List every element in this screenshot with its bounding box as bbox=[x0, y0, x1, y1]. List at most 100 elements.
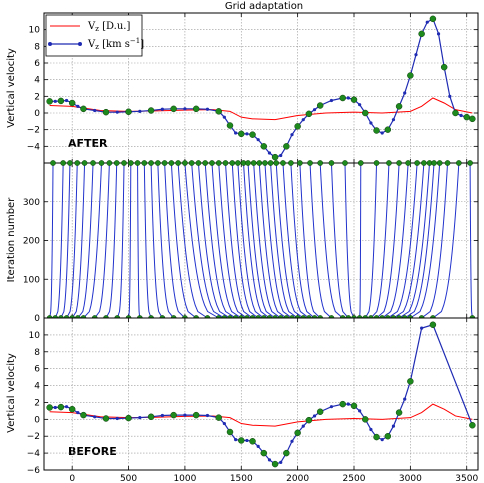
grid-node-marker bbox=[226, 428, 234, 436]
x-tick-label: 3000 bbox=[399, 474, 422, 483]
node-trajectory bbox=[421, 162, 449, 319]
data-point bbox=[329, 405, 334, 409]
node-trajectory bbox=[247, 162, 276, 319]
before-panel-frame bbox=[43, 317, 479, 471]
final-node-marker bbox=[357, 160, 364, 166]
node-trajectory bbox=[94, 162, 110, 319]
final-node-marker bbox=[182, 160, 188, 166]
data-point bbox=[403, 91, 407, 95]
grid-node-marker bbox=[192, 105, 200, 113]
data-point bbox=[380, 438, 384, 442]
final-node-marker bbox=[431, 160, 437, 166]
grid-node-marker bbox=[147, 413, 155, 421]
final-node-marker bbox=[195, 160, 202, 166]
y-tick-label: 8 bbox=[34, 348, 40, 358]
grid-node-marker bbox=[463, 113, 470, 121]
x-tick-label: 1500 bbox=[230, 474, 253, 483]
final-node-marker bbox=[215, 160, 222, 166]
data-point bbox=[138, 109, 142, 113]
data-point bbox=[391, 424, 396, 428]
grid-node-marker bbox=[362, 109, 369, 117]
y-tick-label: 10 bbox=[29, 331, 41, 341]
node-trajectory bbox=[404, 162, 435, 319]
node-trajectory bbox=[143, 162, 152, 319]
data-point bbox=[369, 427, 373, 432]
node-trajectory bbox=[170, 162, 197, 319]
final-node-marker bbox=[288, 160, 294, 166]
grid-node-marker bbox=[192, 411, 200, 419]
data-point bbox=[64, 98, 69, 103]
grid-node-marker bbox=[452, 109, 459, 117]
grid-node-marker bbox=[68, 405, 76, 413]
y-tick-label: 10 bbox=[29, 26, 41, 36]
y-tick-label: 0 bbox=[34, 314, 40, 324]
final-node-marker bbox=[60, 160, 67, 166]
node-trajectory bbox=[54, 162, 64, 319]
node-trajectory bbox=[105, 162, 118, 319]
y-tick-label: 6 bbox=[34, 365, 40, 375]
data-point bbox=[245, 438, 249, 443]
before-annotation: BEFORE bbox=[68, 445, 117, 458]
iteration-panel: Iteration number 0 100 200 300 bbox=[6, 160, 479, 324]
final-node-marker bbox=[229, 160, 236, 166]
grid-node-marker bbox=[238, 130, 245, 138]
node-trajectory bbox=[364, 162, 378, 319]
final-node-marker bbox=[168, 160, 175, 166]
node-trajectory bbox=[309, 162, 332, 319]
node-trajectory bbox=[243, 162, 270, 319]
node-trajectory bbox=[370, 162, 390, 319]
final-node-marker bbox=[121, 160, 127, 166]
final-node-marker bbox=[113, 160, 120, 166]
grid-node-marker bbox=[350, 402, 358, 410]
grid-node-marker bbox=[249, 438, 256, 445]
final-node-marker bbox=[386, 160, 392, 166]
data-point bbox=[222, 115, 226, 119]
grid-node-marker bbox=[102, 415, 110, 422]
node-trajectory bbox=[150, 162, 163, 319]
data-point bbox=[425, 20, 429, 24]
data-point bbox=[312, 414, 317, 418]
data-point bbox=[459, 113, 463, 118]
node-trajectory bbox=[330, 162, 349, 319]
node-trajectory bbox=[393, 162, 425, 319]
iteration-ylabel: Iteration number bbox=[6, 197, 17, 283]
grid-node-marker bbox=[429, 321, 437, 329]
grid-node-marker bbox=[271, 460, 279, 468]
data-point bbox=[290, 439, 294, 443]
node-trajectory bbox=[432, 162, 460, 319]
node-trajectory bbox=[469, 162, 473, 319]
data-point bbox=[76, 104, 80, 108]
data-point bbox=[222, 421, 226, 426]
data-point bbox=[234, 131, 238, 135]
node-trajectory bbox=[197, 162, 231, 319]
final-node-marker bbox=[148, 160, 154, 166]
grid-node-marker bbox=[373, 433, 380, 441]
node-trajectory bbox=[253, 162, 282, 319]
grid-node-marker bbox=[260, 143, 268, 150]
data-point bbox=[76, 410, 80, 415]
data-point bbox=[205, 413, 210, 418]
final-node-marker bbox=[405, 160, 411, 166]
final-node-marker bbox=[161, 160, 168, 166]
x-tick-label: 500 bbox=[120, 474, 137, 483]
before-panel: Vertical velocity BEFORE −6 −4 −2 0 2 4 6 8 10 bbox=[6, 317, 479, 476]
y-tick-label: −2 bbox=[27, 432, 40, 442]
legend-blue-text: Vz [km s−1] bbox=[87, 37, 144, 51]
data-point bbox=[53, 405, 57, 410]
grid-node-marker bbox=[469, 115, 476, 123]
node-trajectory bbox=[398, 162, 431, 319]
grid-node-marker bbox=[57, 97, 65, 105]
data-point bbox=[53, 99, 57, 103]
node-trajectory bbox=[137, 162, 141, 319]
grid-node-marker bbox=[215, 414, 222, 421]
data-point bbox=[160, 107, 164, 111]
data-point bbox=[205, 107, 210, 111]
y-tick-label: −2 bbox=[27, 126, 40, 136]
grid-node-marker bbox=[316, 102, 324, 109]
grid-node-marker bbox=[226, 122, 234, 129]
data-point bbox=[93, 108, 97, 113]
grid-node-marker bbox=[102, 108, 110, 116]
final-node-marker bbox=[67, 160, 73, 166]
node-trajectory bbox=[319, 162, 344, 319]
